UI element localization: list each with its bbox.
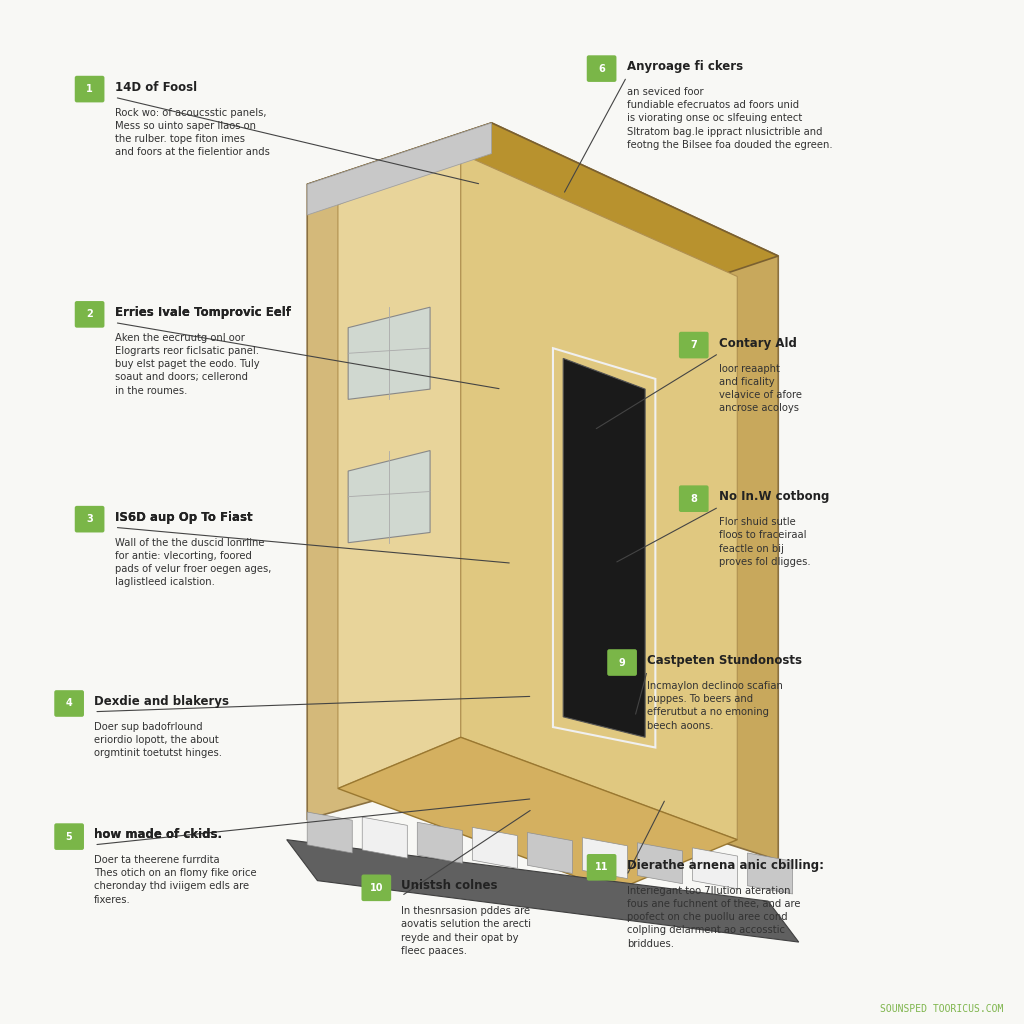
Text: Interiegant too 7llution ateration
fous ane fuchnent of thee, and are
poofect on: Interiegant too 7llution ateration fous …	[627, 886, 800, 948]
Text: 3: 3	[86, 514, 93, 524]
Text: 6: 6	[598, 63, 605, 74]
Text: 10: 10	[370, 883, 383, 893]
Text: an seviced foor
fundiable efecruatos ad foors unid
is viorating onse oc slfeuing: an seviced foor fundiable efecruatos ad …	[627, 87, 833, 150]
Polygon shape	[527, 833, 572, 873]
Polygon shape	[307, 123, 492, 819]
Polygon shape	[307, 812, 352, 853]
FancyBboxPatch shape	[54, 823, 84, 850]
Text: IS6D aup Op To Fiast: IS6D aup Op To Fiast	[115, 511, 252, 523]
Text: No In.W cotbong: No In.W cotbong	[719, 490, 829, 503]
Text: Flor shuid sutle
floos to fraceiraal
feactle on bij
proves fol dligges.: Flor shuid sutle floos to fraceiraal fea…	[719, 517, 810, 566]
Text: 7: 7	[690, 340, 697, 350]
FancyBboxPatch shape	[587, 55, 616, 82]
Text: Dexdie and blakerys: Dexdie and blakerys	[94, 695, 229, 708]
FancyBboxPatch shape	[587, 854, 616, 881]
FancyBboxPatch shape	[75, 506, 104, 532]
Polygon shape	[338, 737, 737, 891]
Polygon shape	[418, 822, 462, 863]
Polygon shape	[287, 840, 799, 942]
Polygon shape	[461, 154, 737, 840]
Text: Contary Ald: Contary Ald	[719, 337, 797, 349]
Text: Doer ta theerene furrdita
Thes otich on an flomy fike orice
cheronday thd iviige: Doer ta theerene furrdita Thes otich on …	[94, 855, 257, 904]
Polygon shape	[563, 358, 645, 737]
Text: Rock wo: of acoucsstic panels,
Mess so uinto saper llaos on
the rulber. tope fit: Rock wo: of acoucsstic panels, Mess so u…	[115, 108, 269, 157]
Text: 9: 9	[618, 657, 626, 668]
Polygon shape	[362, 817, 408, 858]
Text: Wall of the the duscid lonrline
for antie: vlecorting, foored
pads of velur froe: Wall of the the duscid lonrline for anti…	[115, 538, 271, 587]
Text: Doer sup badofrlound
eriordio lopott, the about
orgmtinit toetutst hinges.: Doer sup badofrlound eriordio lopott, th…	[94, 722, 222, 759]
Polygon shape	[307, 123, 492, 215]
FancyBboxPatch shape	[679, 332, 709, 358]
Polygon shape	[472, 827, 517, 868]
Polygon shape	[748, 853, 793, 894]
FancyBboxPatch shape	[361, 874, 391, 901]
Text: 11: 11	[595, 862, 608, 872]
Text: 1: 1	[86, 84, 93, 94]
Text: 4: 4	[66, 698, 73, 709]
Text: Erries Ivale Tomprovic Eelf: Erries Ivale Tomprovic Eelf	[115, 306, 291, 318]
Text: 14D of Foosl: 14D of Foosl	[115, 81, 197, 93]
Text: Unistsh colnes: Unistsh colnes	[401, 880, 498, 892]
FancyBboxPatch shape	[607, 649, 637, 676]
Text: Erries Ivale Tomprovic Eelf: Erries Ivale Tomprovic Eelf	[115, 306, 291, 318]
Polygon shape	[348, 307, 430, 399]
FancyBboxPatch shape	[75, 76, 104, 102]
Polygon shape	[348, 451, 430, 543]
FancyBboxPatch shape	[679, 485, 709, 512]
Polygon shape	[692, 848, 737, 889]
Text: Dierathe arnena anic cbilling:: Dierathe arnena anic cbilling:	[627, 859, 823, 871]
FancyBboxPatch shape	[75, 301, 104, 328]
Text: Aken the eecruutg onl oor
Elograrts reor ficlsatic panel.
buy elst paget the eod: Aken the eecruutg onl oor Elograrts reor…	[115, 333, 259, 395]
Text: Anyroage fi ckers: Anyroage fi ckers	[627, 60, 742, 73]
FancyBboxPatch shape	[54, 690, 84, 717]
Text: Castpeten Stundonosts: Castpeten Stundonosts	[647, 654, 802, 667]
Text: SOUNSPED TOORICUS.COM: SOUNSPED TOORICUS.COM	[881, 1004, 1004, 1014]
Polygon shape	[492, 123, 778, 860]
Text: 5: 5	[66, 831, 73, 842]
Text: IS6D aup Op To Fiast: IS6D aup Op To Fiast	[115, 511, 252, 523]
Text: Incmaylon declinoo scafian
puppes. To beers and
efferutbut a no emoning
beech ao: Incmaylon declinoo scafian puppes. To be…	[647, 681, 783, 730]
Text: 2: 2	[86, 309, 93, 319]
Text: 8: 8	[690, 494, 697, 504]
Text: In thesnrsasion pddes are
aovatis selution the arecti
reyde and their opat by
fl: In thesnrsasion pddes are aovatis seluti…	[401, 906, 531, 955]
Text: how made of ckids.: how made of ckids.	[94, 828, 222, 841]
Polygon shape	[583, 838, 628, 879]
Text: loor reaapht
and ficality
velavice of afore
ancrose acoloys: loor reaapht and ficality velavice of af…	[719, 364, 802, 413]
Polygon shape	[338, 154, 461, 788]
Polygon shape	[637, 843, 683, 884]
Text: how made of ckids.: how made of ckids.	[94, 828, 222, 841]
Polygon shape	[307, 123, 778, 317]
